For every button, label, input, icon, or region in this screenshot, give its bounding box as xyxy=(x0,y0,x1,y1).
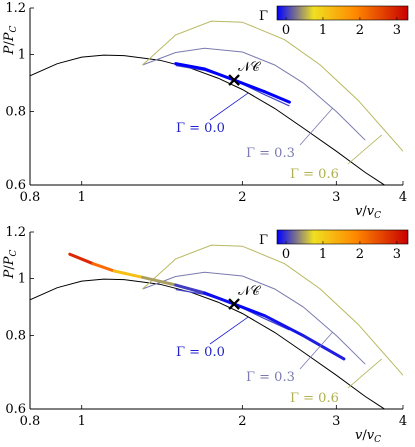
annotation-label: Γ = 0.0 xyxy=(176,345,225,360)
trajectory-segment xyxy=(262,90,291,104)
colorbar xyxy=(276,5,409,21)
colorbar-title: Γ xyxy=(259,9,268,24)
x-tick-label: 1 xyxy=(78,414,86,429)
colorbar-tick-label: 0 xyxy=(282,247,290,262)
y-label-p2: P xyxy=(2,256,17,266)
x-tick-label: 3 xyxy=(332,414,340,429)
plot-area xyxy=(30,244,403,409)
critical-point-marker xyxy=(228,298,240,310)
trajectory-segment xyxy=(203,67,236,82)
annotation-leader xyxy=(299,332,333,370)
x-label-v: v xyxy=(355,204,363,219)
trajectory-segment xyxy=(174,283,207,295)
annotation-label: Γ = 0.0 xyxy=(176,121,225,136)
trajectory-segment xyxy=(91,262,116,273)
y-tick-label: 0.6 xyxy=(5,178,26,193)
annotation-leader xyxy=(347,358,383,389)
x-label-v2: v xyxy=(367,428,375,443)
colorbar-tick-label: 0 xyxy=(282,23,290,38)
x-label-slash: / xyxy=(362,428,367,443)
plot-area xyxy=(30,20,403,185)
x-label-v: v xyxy=(355,428,363,443)
colorbar-tick-label: 3 xyxy=(393,23,401,38)
x-axis-label: v/vC xyxy=(355,204,381,221)
critical-point-label: 𝒩𝒞 xyxy=(238,284,261,299)
y-label-sub: C xyxy=(9,26,19,33)
trajectory-segment xyxy=(141,275,178,287)
series-line-1 xyxy=(175,288,290,331)
critical-point-label: 𝒩𝒞 xyxy=(238,60,261,75)
trajectory-segment xyxy=(232,302,266,318)
y-tick-label: 0.8 xyxy=(5,329,26,344)
x-tick-label: 0.8 xyxy=(20,190,41,205)
colorbar-tick-label: 3 xyxy=(393,247,401,262)
y-tick-label: 1 xyxy=(18,48,26,63)
x-tick-label: 0.8 xyxy=(20,414,41,429)
y-tick-label: 0.6 xyxy=(5,402,26,417)
annotation-leader xyxy=(209,92,249,121)
colorbar-tick-label: 2 xyxy=(356,23,364,38)
series-line-2 xyxy=(142,47,366,141)
x-axis-label: v/vC xyxy=(355,428,381,445)
annotation-label: Γ = 0.6 xyxy=(290,167,339,182)
x-label-sub: C xyxy=(374,435,381,445)
y-axis-label: P/PC xyxy=(2,250,19,280)
annotation-leader xyxy=(299,108,333,146)
colorbar xyxy=(276,229,409,245)
y-tick-label: 1.2 xyxy=(5,225,26,240)
trajectory-segment xyxy=(112,269,145,279)
annotation-leader xyxy=(347,134,383,165)
y-label-slash: / xyxy=(2,265,17,270)
y-axis-label: P/PC xyxy=(2,26,19,56)
series-line-2 xyxy=(142,271,366,365)
x-tick-label: 4 xyxy=(399,190,407,205)
y-tick-label: 1 xyxy=(18,272,26,287)
colorbar-tick-label: 2 xyxy=(356,247,364,262)
annotation-leader xyxy=(209,316,249,345)
x-tick-label: 2 xyxy=(238,414,246,429)
series-line-3 xyxy=(142,20,403,152)
colorbar-tick-label: 1 xyxy=(319,247,327,262)
y-tick-label: 1.2 xyxy=(5,1,26,16)
series-line-3 xyxy=(142,244,403,376)
trajectory-segment xyxy=(232,78,266,94)
y-label-p: P xyxy=(2,269,17,279)
annotation-label: Γ = 0.3 xyxy=(246,146,295,161)
y-label-sub: C xyxy=(9,250,19,257)
trajectory-segment xyxy=(68,252,95,266)
series-line-0 xyxy=(30,278,386,409)
x-tick-label: 4 xyxy=(399,414,407,429)
series-line-1 xyxy=(175,64,290,107)
y-label-p: P xyxy=(2,45,17,55)
x-label-sub: C xyxy=(374,211,381,221)
x-label-slash: / xyxy=(362,204,367,219)
colorbar-tick-label: 1 xyxy=(319,23,327,38)
trajectory-segment xyxy=(301,334,346,361)
trajectory-segment xyxy=(174,62,207,71)
annotation-label: Γ = 0.3 xyxy=(246,370,295,385)
y-label-p2: P xyxy=(2,32,17,42)
series-line-0 xyxy=(30,54,386,185)
y-tick-label: 0.8 xyxy=(5,105,26,120)
critical-point-marker xyxy=(228,74,240,86)
x-tick-label: 1 xyxy=(78,190,86,205)
colorbar-title: Γ xyxy=(259,233,268,248)
trajectory-segment xyxy=(262,314,305,338)
trajectory-segment xyxy=(203,291,236,306)
annotation-label: Γ = 0.6 xyxy=(290,391,339,406)
x-label-v2: v xyxy=(367,204,375,219)
y-label-slash: / xyxy=(2,41,17,46)
x-tick-label: 3 xyxy=(332,190,340,205)
x-tick-label: 2 xyxy=(238,190,246,205)
